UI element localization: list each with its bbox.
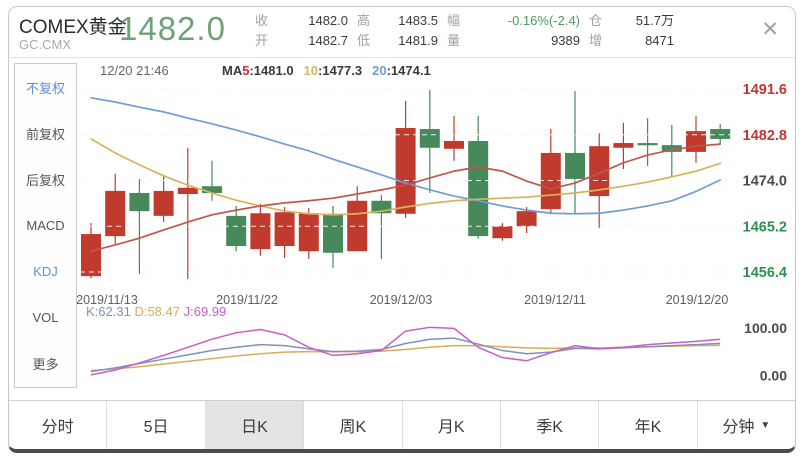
date-axis-label: 2019/12/20 (666, 293, 729, 307)
plot-root: 1491.6 1482.8 1474.0 1465.2 1456.4 2019/11/13… (76, 82, 787, 384)
sidebar-item-no-adjust[interactable]: 不复权 (25, 80, 65, 96)
price-axis-label: 1491.6 (743, 82, 787, 98)
price-axis-label: 1482.8 (743, 128, 787, 144)
stat-label: 开 (255, 33, 269, 48)
crosshair-timestamp: 12/20 21:46 (100, 63, 169, 78)
kdj-j-value: J:69.99 (183, 304, 227, 319)
price-axis-label: 1465.2 (743, 219, 787, 235)
tab-weekly-k[interactable]: 周K (303, 401, 402, 449)
sidebar-item-macd[interactable]: MACD (26, 217, 65, 233)
price-axis-label: 1474.0 (743, 174, 787, 190)
tab-5day[interactable]: 5日 (106, 401, 205, 449)
ma10-key: 10 (303, 63, 319, 78)
ma5-value: :1481.0 (249, 63, 294, 78)
ma20-key: 20 (372, 63, 387, 78)
tab-minutes-label: 分钟 (722, 419, 755, 436)
kdj-k-line (90, 337, 721, 373)
sidebar-item-more[interactable]: 更多 (32, 357, 59, 373)
kdj-legend: K:62.31 D:58.47 J:69.99 (86, 304, 226, 319)
quote-header: COMEX黄金 GC.CMX 1482.0 收 1482.0 高 1483.5 … (9, 7, 795, 58)
candles (81, 90, 731, 280)
tab-daily-k[interactable]: 日K (204, 401, 304, 449)
indicator-sidebar: 不复权 前复权 后复权 MACD KDJ VOL 更多 (14, 63, 77, 388)
kdj-j-line (90, 326, 721, 376)
kdj-k-value: K:62.31 (86, 304, 131, 319)
date-axis-label: 2019/12/03 (370, 293, 433, 307)
stat-label: 增 (589, 33, 603, 48)
stat-value-change: -0.16%(-2.4) (507, 13, 580, 28)
date-axis-label: 2019/11/13 (76, 293, 138, 307)
price-axis-label: 1456.4 (743, 265, 787, 281)
instrument-symbol: GC.CMX (19, 37, 71, 52)
sidebar-item-back-adjust[interactable]: 后复权 (25, 172, 65, 188)
stat-value: 8471 (645, 33, 674, 48)
ma-legend: MA5:1481.0 10:1477.3 20:1474.1 (222, 63, 431, 78)
sidebar-item-fwd-adjust[interactable]: 前复权 (25, 126, 65, 142)
kdj-d-value: D:58.47 (134, 304, 180, 319)
quote-card: COMEX黄金 GC.CMX 1482.0 收 1482.0 高 1483.5 … (8, 6, 796, 453)
stat-value: 1482.0 (308, 13, 348, 28)
tab-quarterly-k[interactable]: 季K (499, 401, 599, 449)
close-icon[interactable]: ✕ (761, 18, 779, 41)
stat-label: 收 (255, 13, 269, 28)
kdj-axis-label: 100.00 (744, 320, 787, 336)
kdj-d-line (90, 344, 721, 372)
stat-value: 9389 (551, 33, 580, 48)
stat-value: 1482.7 (308, 33, 348, 48)
tab-yearly-k[interactable]: 年K (598, 401, 697, 449)
ma10-line (90, 138, 722, 216)
stat-label: 低 (357, 33, 371, 48)
sidebar-item-vol[interactable]: VOL (32, 310, 59, 326)
ma5-line (90, 143, 722, 253)
quote-stats: 收 1482.0 高 1483.5 幅 -0.16%(-2.4) 仓 51.7万… (255, 14, 674, 47)
ma20-line (90, 96, 722, 215)
period-tabbar: 分时 5日 日K 周K 月K 季K 年K 分钟 ▼ (9, 400, 795, 449)
chart-area: 1491.6 1482.8 1474.0 1465.2 1456.4 2019/11/13… (9, 58, 795, 401)
stat-value: 1483.5 (398, 13, 438, 28)
ma20-value: :1474.1 (386, 63, 431, 78)
date-axis-label: 2019/12/11 (524, 293, 586, 307)
instrument-title: COMEX黄金 (19, 17, 127, 38)
chevron-down-icon: ▼ (760, 419, 771, 431)
date-axis-label: 2019/11/22 (216, 293, 278, 307)
stat-value: 1481.9 (398, 33, 438, 48)
tab-monthly-k[interactable]: 月K (401, 401, 500, 449)
ma10-value: :1477.3 (318, 63, 363, 78)
sidebar-item-kdj[interactable]: KDJ (33, 264, 58, 280)
kdj-axis-label: 0.00 (760, 368, 787, 384)
tab-minute-line[interactable]: 分时 (9, 401, 107, 449)
ma5-key: 5 (242, 63, 250, 78)
tab-minutes-dropdown[interactable]: 分钟 ▼ (696, 401, 795, 449)
stat-label: 高 (357, 13, 371, 28)
last-price: 1482.0 (119, 10, 226, 47)
stat-label: 仓 (589, 13, 603, 28)
stat-value: 51.7万 (635, 13, 674, 28)
stat-label: 幅 (447, 13, 461, 28)
ma-prefix: MA (222, 63, 243, 78)
stat-label: 量 (447, 33, 461, 48)
kline-chart[interactable]: 1491.6 1482.8 1474.0 1465.2 1456.4 2019/11/13… (9, 58, 793, 401)
